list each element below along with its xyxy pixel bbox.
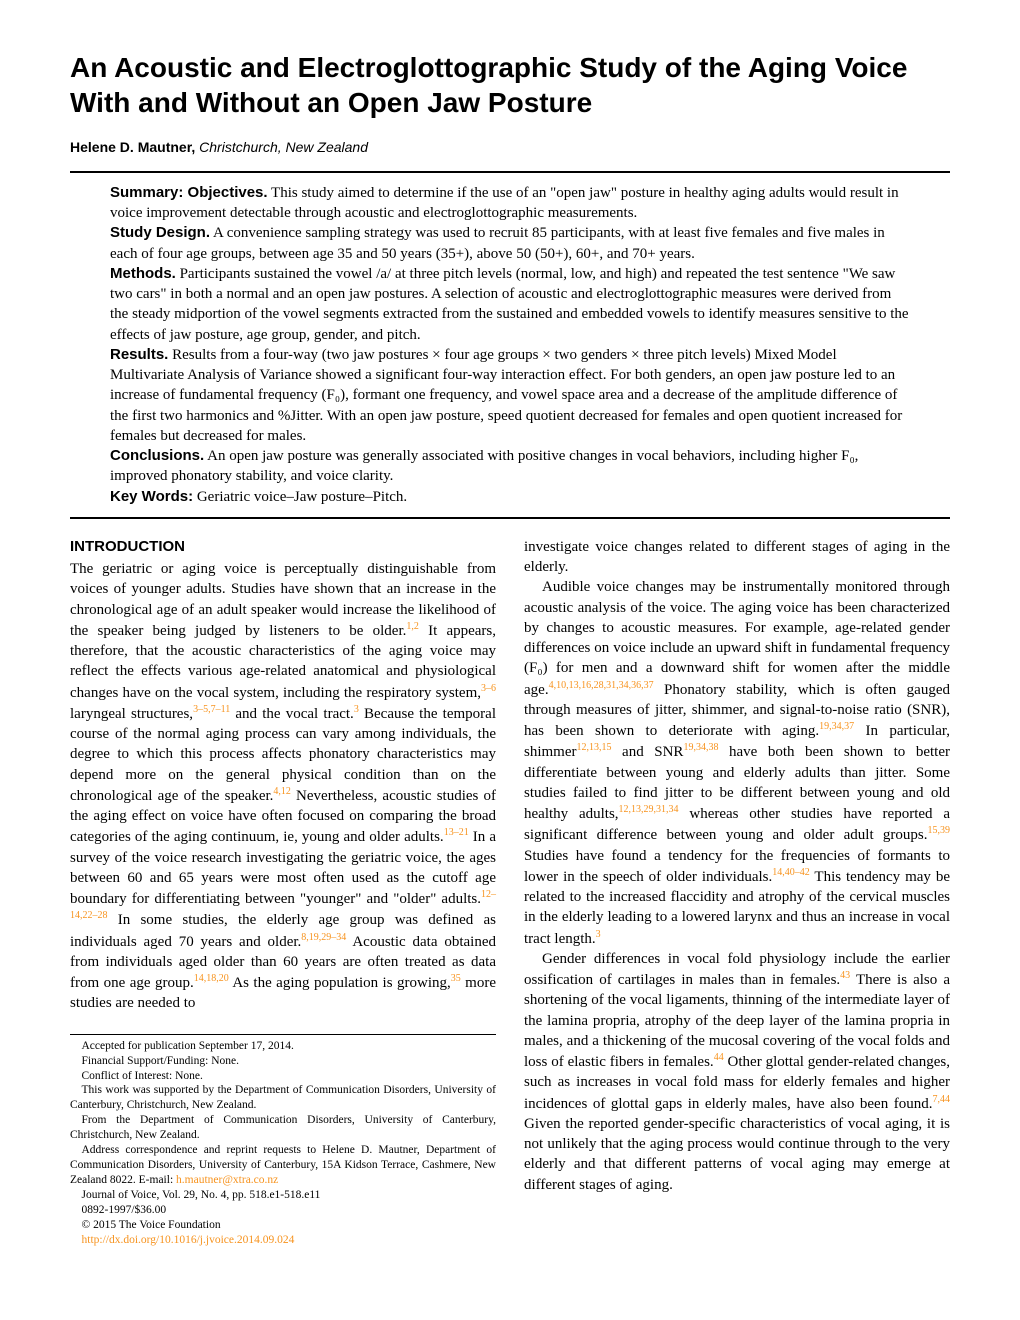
footnotes: Accepted for publication September 17, 2…: [70, 1034, 496, 1248]
text: Address correspondence and reprint reque…: [70, 1144, 496, 1186]
citation[interactable]: 19,34,38: [683, 742, 718, 753]
intro-paragraph-1: The geriatric or aging voice is perceptu…: [70, 559, 496, 1014]
citation[interactable]: 12,13,15: [577, 742, 612, 753]
citation[interactable]: 14,18,20: [194, 973, 229, 984]
text: and SNR: [612, 744, 684, 760]
footnote-correspondence: Address correspondence and reprint reque…: [70, 1143, 496, 1188]
author-affiliation: Christchurch, New Zealand: [199, 139, 368, 155]
abstract-methods: Methods. Participants sustained the vowe…: [110, 264, 910, 345]
abstract-conclusions-text: An open jaw posture was generally associ…: [110, 448, 858, 484]
email-link[interactable]: h.mautner@xtra.co.nz: [176, 1174, 278, 1186]
citation[interactable]: 13–21: [444, 827, 469, 838]
abstract-conclusions: Conclusions. An open jaw posture was gen…: [110, 446, 910, 487]
footnote-accepted: Accepted for publication September 17, 2…: [70, 1039, 496, 1054]
citation[interactable]: 44: [714, 1052, 724, 1063]
abstract-keywords-text: Geriatric voice–Jaw posture–Pitch.: [193, 489, 407, 505]
author-name: Helene D. Mautner,: [70, 139, 195, 155]
abstract-objectives: Summary: Objectives. This study aimed to…: [110, 183, 910, 224]
text: and the vocal tract.: [230, 706, 354, 722]
citation[interactable]: 14,40–42: [772, 867, 810, 878]
doi-link[interactable]: http://dx.doi.org/10.1016/j.jvoice.2014.…: [82, 1234, 295, 1246]
abstract-results-label: Results.: [110, 346, 168, 363]
abstract-design-text: A convenience sampling strategy was used…: [110, 225, 885, 261]
citation[interactable]: 19,34,37: [819, 721, 854, 732]
abstract-objectives-label: Summary: Objectives.: [110, 184, 268, 201]
citation[interactable]: 4,12: [273, 786, 291, 797]
intro-heading: INTRODUCTION: [70, 537, 496, 557]
footnote-funding: Financial Support/Funding: None.: [70, 1054, 496, 1069]
abstract-results-text: Results from a four-way (two jaw posture…: [110, 347, 902, 444]
abstract-conclusions-label: Conclusions.: [110, 447, 204, 464]
text: As the aging population is growing,: [229, 975, 451, 991]
footnote-support: This work was supported by the Departmen…: [70, 1083, 496, 1113]
abstract-methods-text: Participants sustained the vowel /a/ at …: [110, 266, 909, 343]
citation[interactable]: 7,44: [933, 1094, 951, 1105]
abstract-results: Results. Results from a four-way (two ja…: [110, 345, 910, 446]
citation[interactable]: 35: [451, 973, 461, 984]
text: laryngeal structures,: [70, 706, 193, 722]
abstract-design: Study Design. A convenience sampling str…: [110, 223, 910, 264]
body-columns: INTRODUCTION The geriatric or aging voic…: [70, 537, 950, 1248]
text: Given the reported gender-specific chara…: [524, 1116, 950, 1193]
citation[interactable]: 3: [596, 929, 601, 940]
intro-paragraph-1-continued: investigate voice changes related to dif…: [524, 537, 950, 578]
abstract-keywords: Key Words: Geriatric voice–Jaw posture–P…: [110, 487, 910, 507]
citation[interactable]: 3–6: [481, 683, 496, 694]
intro-paragraph-2: Audible voice changes may be instrumenta…: [524, 577, 950, 949]
intro-paragraph-3: Gender differences in vocal fold physiol…: [524, 949, 950, 1195]
footnote-conflict: Conflict of Interest: None.: [70, 1069, 496, 1084]
citation[interactable]: 15,39: [928, 825, 951, 836]
citation[interactable]: 8,19,29–34: [301, 932, 346, 943]
citation[interactable]: 1,2: [406, 621, 419, 632]
abstract-methods-label: Methods.: [110, 265, 176, 282]
footnote-copyright: © 2015 The Voice Foundation: [70, 1218, 496, 1233]
footnote-issn: 0892-1997/$36.00: [70, 1203, 496, 1218]
abstract-design-label: Study Design.: [110, 224, 210, 241]
footnote-journal: Journal of Voice, Vol. 29, No. 4, pp. 51…: [70, 1188, 496, 1203]
citation[interactable]: 43: [840, 970, 850, 981]
citation[interactable]: 3–5,7–11: [193, 704, 230, 715]
citation[interactable]: 4,10,13,16,28,31,34,36,37: [549, 680, 654, 691]
abstract-box: Summary: Objectives. This study aimed to…: [70, 171, 950, 519]
author-line: Helene D. Mautner, Christchurch, New Zea…: [70, 138, 950, 157]
abstract-keywords-label: Key Words:: [110, 488, 193, 505]
citation[interactable]: 12,13,29,31,34: [619, 804, 679, 815]
footnote-from: From the Department of Communication Dis…: [70, 1113, 496, 1143]
footnote-doi: http://dx.doi.org/10.1016/j.jvoice.2014.…: [70, 1233, 496, 1248]
article-title: An Acoustic and Electroglottographic Stu…: [70, 50, 950, 120]
